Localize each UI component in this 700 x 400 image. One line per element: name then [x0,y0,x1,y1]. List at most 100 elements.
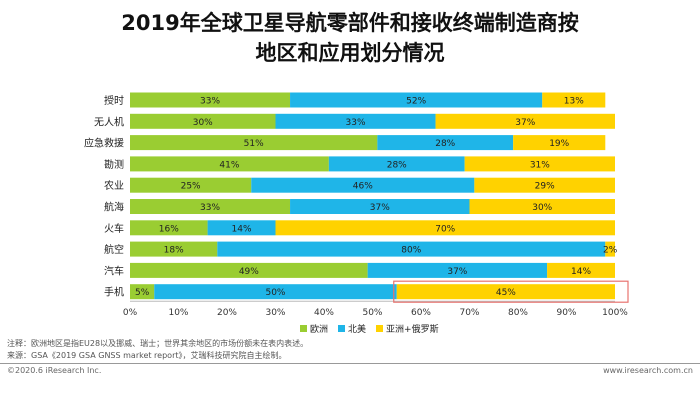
category-label: 手机 [104,286,124,299]
bar-segment [513,135,606,151]
data-label: 33% [346,118,366,128]
x-tick-label: 100% [602,308,628,318]
x-tick-label: 60% [411,308,431,318]
bar-segment [130,135,378,151]
chart-title: 2019年全球卫星导航零部件和接收终端制造商按 地区和应用划分情况 [0,8,700,68]
data-label: 16% [159,224,179,234]
bar-segment [435,113,615,129]
bar-segment [217,241,606,257]
data-label: 33% [200,203,220,213]
category-label: 火车 [104,222,124,235]
footer-website: www.iresearch.com.cn [603,366,693,375]
category-label: 汽车 [104,264,124,277]
bar-segment [154,284,397,300]
legend-swatch-europe [300,325,307,332]
data-label: 33% [200,97,220,107]
bar-segment [130,92,291,108]
x-tick-label: 0% [123,308,138,318]
chart-note: 注释：欧洲地区是指EU28以及挪威、瑞士；世界其余地区的市场份额未在表内表述。 [7,339,309,348]
bar-segment [130,220,208,236]
bar-segment [275,113,436,129]
data-label: 18% [164,246,184,256]
x-tick-label: 80% [508,308,528,318]
data-label: 51% [244,139,264,149]
data-label: 37% [447,267,467,277]
category-label: 勘测 [104,158,124,171]
legend-item-asia-russia: 亚洲+俄罗斯 [376,322,439,335]
bar-segment [130,156,329,172]
bar-segment [464,156,615,172]
x-tick-label: 10% [168,308,188,318]
category-label: 授时 [104,94,124,107]
footer-divider [0,363,700,364]
category-label: 航空 [104,243,124,256]
bar-segment [367,262,548,278]
bar-segment [207,220,276,236]
legend-label-north-america: 北美 [348,325,367,335]
bar-segment [130,177,252,193]
bar-segment [130,262,368,278]
data-label: 28% [435,139,455,149]
bar-segment [542,92,606,108]
bar-segment [251,177,475,193]
data-label: 49% [239,267,259,277]
data-label: 70% [435,224,455,234]
bar-segment [377,135,514,151]
data-label: 37% [515,118,535,128]
category-label: 无人机 [94,115,124,128]
bar-segment [605,241,615,257]
bar-segment [130,241,218,257]
data-label: 52% [406,97,426,107]
data-label: 14% [232,224,252,234]
x-tick-label: 90% [556,308,576,318]
data-label: 25% [181,182,201,192]
data-label: 2% [603,246,618,256]
footer-copyright: ©2020.6 iResearch Inc. [7,366,102,375]
bar-segment [130,284,155,300]
bar-segment [469,199,615,214]
bar-segment [130,113,276,129]
bar-segment [275,220,615,236]
data-label: 41% [219,160,239,170]
bar-segment [130,199,291,214]
category-label: 农业 [104,179,124,192]
data-label: 19% [549,139,569,149]
x-tick-label: 30% [265,308,285,318]
x-tick-label: 50% [362,308,382,318]
data-label: 5% [135,288,150,298]
bar-segment [474,177,615,193]
bar-segment [290,92,543,108]
category-label: 应急救援 [84,137,124,150]
bar-segment [290,199,470,214]
stacked-bar-chart: 授时 33% 52% 13% 无人机 30% 33% 37% 应急救援 51% 28% 19% 勘测 41… [84,92,629,318]
bar-segment [328,156,465,172]
chart-title-line2: 地区和应用划分情况 [255,41,445,65]
category-label: 航海 [104,201,124,214]
chart-title-line1: 2019年全球卫星导航零部件和接收终端制造商按 [121,11,579,35]
legend-item-north-america: 北美 [338,322,366,335]
legend-label-asia-russia: 亚洲+俄罗斯 [386,325,439,335]
legend-label-europe: 欧洲 [310,325,329,335]
highlight-box [393,280,629,303]
x-tick-label: 70% [459,308,479,318]
data-label: 46% [353,182,373,192]
legend-swatch-asia-russia [376,325,384,332]
data-label: 80% [401,246,421,256]
data-label: 14% [571,267,591,277]
legend-item-europe: 欧洲 [300,322,328,335]
data-label: 50% [265,288,285,298]
x-tick-label: 20% [217,308,237,318]
data-label: 13% [564,97,584,107]
data-label: 30% [532,203,552,213]
data-label: 37% [370,203,390,213]
data-label: 45% [496,288,516,298]
data-label: 29% [535,182,555,192]
bar-segment [547,262,615,278]
data-label: 28% [387,160,407,170]
chart-legend: 欧洲 北美 亚洲+俄罗斯 [300,322,439,335]
legend-swatch-north-america [338,325,346,332]
chart-source: 来源：GSA《2019 GSA GNSS market report》，艾瑞科技… [7,351,287,360]
x-tick-label: 40% [314,308,334,318]
bar-segment [396,284,615,300]
data-label: 30% [193,118,213,128]
